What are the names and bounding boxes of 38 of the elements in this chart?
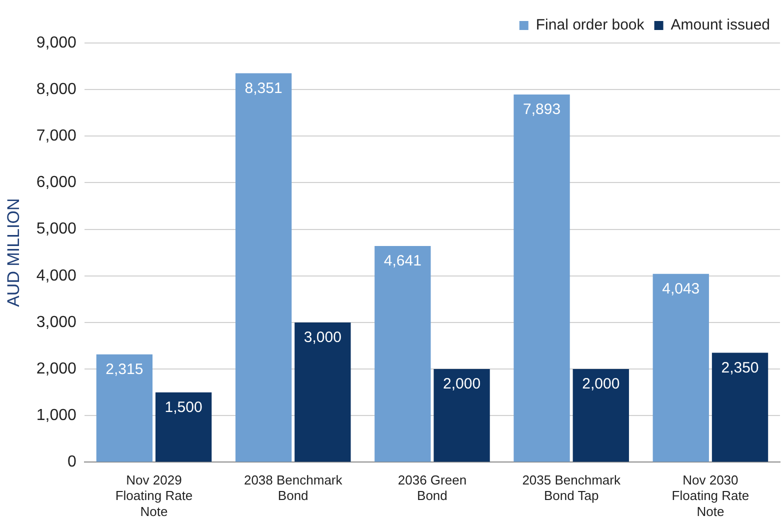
x-tick-label: 2035 Benchmark Bond Tap	[522, 472, 621, 504]
data-label: 2,000	[443, 376, 481, 393]
y-tick-label: 3,000	[36, 314, 77, 331]
data-label: 2,315	[106, 361, 144, 378]
bar	[374, 246, 431, 462]
x-tick-label: Nov 2029 Floating Rate Note	[115, 472, 193, 519]
y-tick-label: 8,000	[36, 80, 77, 98]
y-tick-label: 5,000	[36, 220, 77, 238]
data-label: 8,351	[244, 80, 282, 97]
data-label: 1,500	[164, 398, 202, 416]
data-label: 2,000	[582, 376, 620, 393]
data-label: 4,641	[384, 252, 422, 270]
legend-label: Final order book	[536, 16, 645, 34]
bar	[514, 94, 570, 462]
data-label: 2,350	[721, 359, 759, 376]
bar	[96, 354, 153, 462]
x-tick-label: 2038 Benchmark Bond	[244, 472, 343, 504]
legend-label: Amount issued	[670, 16, 770, 34]
y-tick-label: 9,000	[36, 34, 77, 52]
bar	[572, 369, 629, 462]
y-tick-label: 6,000	[36, 174, 77, 192]
data-label: 4,043	[662, 280, 700, 298]
x-tick-label: Nov 2030 Floating Rate Note	[672, 472, 750, 519]
y-tick-label: 4,000	[36, 267, 77, 284]
y-tick-label: 1,000	[36, 407, 77, 424]
bar	[235, 73, 292, 462]
bar	[155, 392, 212, 462]
bar	[294, 322, 351, 462]
bar	[712, 352, 768, 462]
data-label: 3,000	[304, 329, 342, 346]
y-tick-label: 0	[68, 454, 77, 471]
bar	[434, 369, 490, 462]
y-tick-label: 2,000	[36, 360, 77, 378]
y-axis-title: AUD MILLION	[4, 198, 23, 307]
data-label: 7,893	[522, 101, 561, 118]
bar	[652, 274, 709, 462]
x-tick-label: 2036 Green Bond	[398, 472, 467, 504]
y-tick-label: 7,000	[36, 128, 77, 145]
